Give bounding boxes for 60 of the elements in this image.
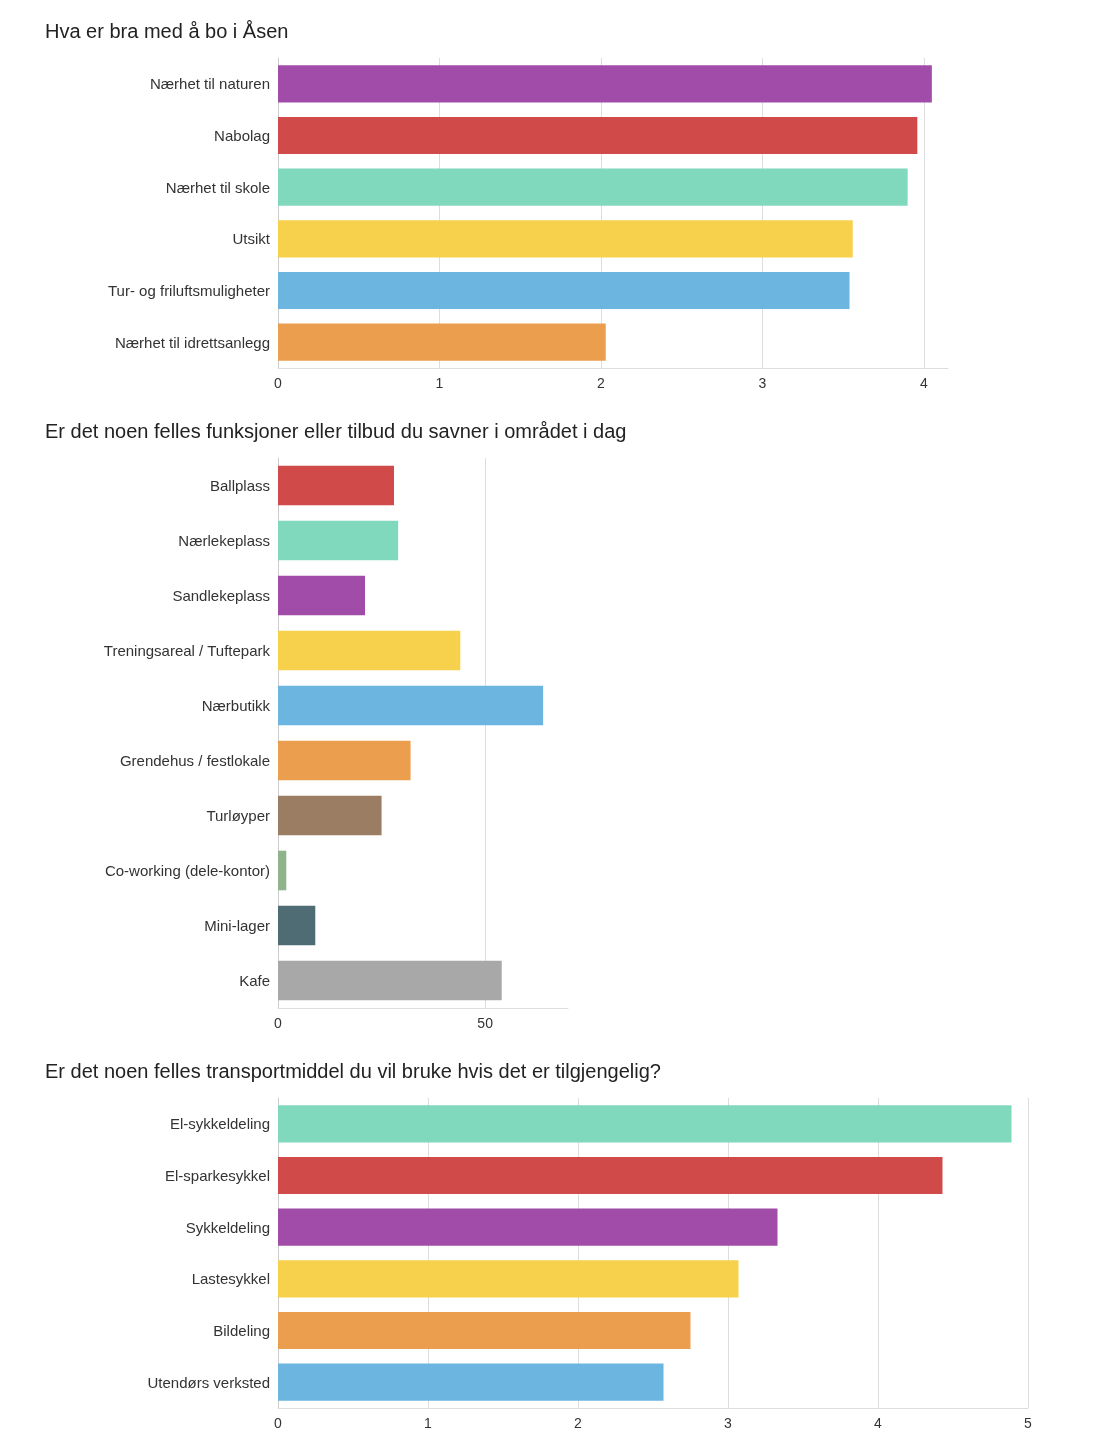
- x-tick-label: 0: [274, 1415, 283, 1431]
- y-tick-label: Co-working (dele-kontor): [104, 862, 270, 879]
- y-tick-label: El-sykkeldeling: [169, 1115, 270, 1133]
- bar: [278, 520, 399, 561]
- y-tick-label: Treningsareal / Tuftepark: [103, 642, 271, 659]
- bar: [278, 960, 502, 1001]
- bar: [278, 1260, 739, 1298]
- bar: [278, 1311, 691, 1350]
- y-tick-label: Lastesykkel: [191, 1270, 270, 1288]
- x-tick-label: 1: [424, 1415, 433, 1431]
- y-tick-label: Grendehus / festlokale: [119, 752, 270, 769]
- chart-title: Er det noen felles transportmiddel du vil bruke hvis det er tilgjengelig?: [45, 1060, 661, 1082]
- y-tick-label: Mini-lager: [204, 917, 270, 934]
- y-tick-label: Utsikt: [232, 230, 271, 248]
- bar: [278, 65, 932, 103]
- bar: [278, 740, 411, 781]
- x-tick-label: 50: [477, 1015, 494, 1031]
- x-tick-label: 3: [724, 1415, 733, 1431]
- y-tick-label: Nærhet til idrettsanlegg: [114, 333, 270, 351]
- x-tick-label: 0: [274, 1015, 283, 1031]
- x-tick-label: 4: [874, 1415, 883, 1431]
- y-tick-label: Sandlekeplass: [172, 587, 270, 604]
- bar: [278, 850, 287, 891]
- x-tick-label: 2: [596, 375, 605, 391]
- bar: [278, 1208, 778, 1246]
- bar: [278, 271, 850, 310]
- x-tick-label: 3: [758, 375, 767, 391]
- bar: [278, 795, 382, 836]
- x-tick-label: 1: [435, 375, 444, 391]
- bar: [278, 1156, 943, 1195]
- y-tick-label: Turløyper: [206, 807, 270, 824]
- x-tick-label: 2: [574, 1415, 583, 1431]
- y-tick-label: Ballplass: [209, 477, 270, 494]
- bar: [278, 220, 853, 258]
- y-tick-label: Nærhet til skole: [165, 178, 270, 196]
- y-tick-label: Nærhet til naturen: [149, 75, 270, 93]
- y-tick-label: El-sparkesykkel: [164, 1167, 270, 1184]
- bar: [278, 1363, 664, 1401]
- bar: [278, 685, 544, 726]
- chart-title: Hva er bra med å bo i Åsen: [45, 20, 289, 42]
- bar: [278, 905, 316, 946]
- bar: [278, 575, 365, 616]
- chart-title: Er det noen felles funksjoner eller tilbud du savner i området i dag: [45, 420, 627, 442]
- y-tick-label: Sykkeldeling: [185, 1218, 270, 1236]
- bar: [278, 465, 394, 506]
- x-tick-label: 0: [274, 375, 283, 391]
- y-tick-label: Kafe: [239, 972, 270, 989]
- bar: [278, 630, 461, 671]
- y-tick-label: Nærlekeplass: [178, 532, 270, 549]
- y-tick-label: Nærbutikk: [201, 697, 271, 714]
- y-tick-label: Bildeling: [213, 1322, 270, 1339]
- y-tick-label: Tur- og friluftsmuligheter: [108, 282, 270, 299]
- bar: [278, 1105, 1012, 1143]
- bar: [278, 323, 606, 361]
- y-tick-label: Nabolag: [214, 127, 270, 144]
- bar: [278, 168, 908, 206]
- y-tick-label: Utendørs verksted: [147, 1373, 270, 1391]
- x-tick-label: 5: [1024, 1415, 1033, 1431]
- bar: [278, 116, 918, 155]
- x-tick-label: 4: [919, 375, 928, 391]
